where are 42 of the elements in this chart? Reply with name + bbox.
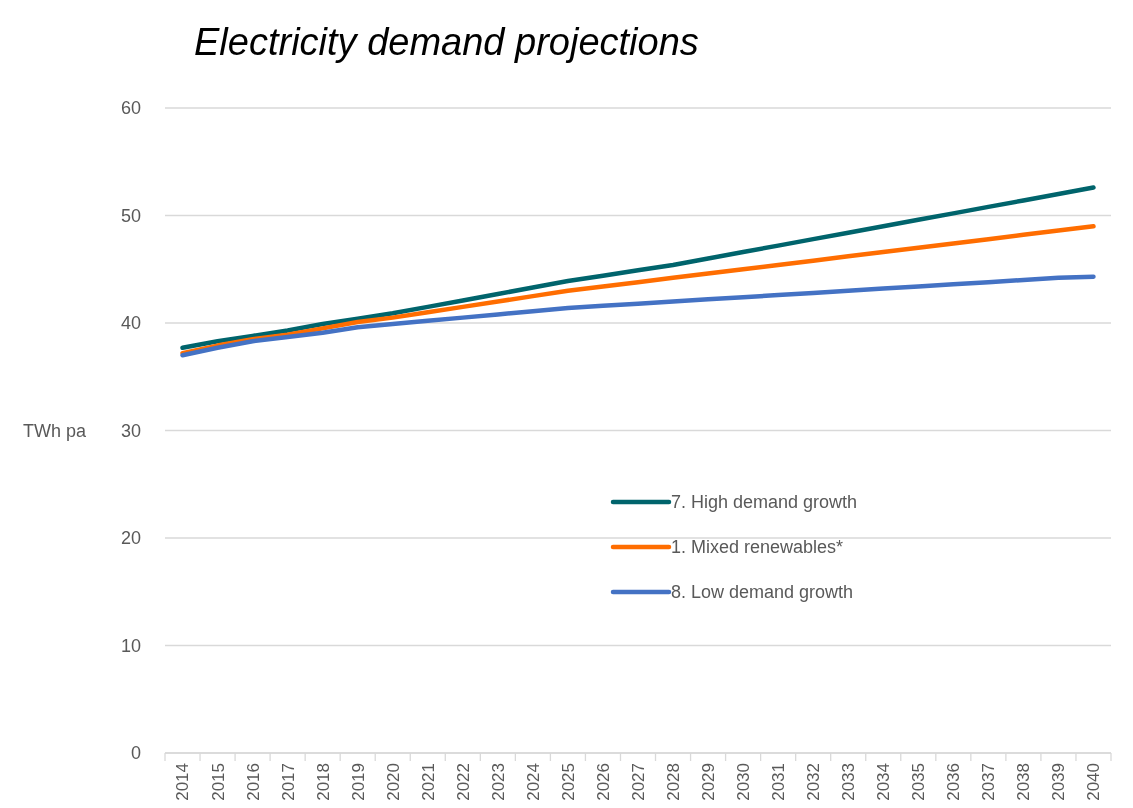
x-tick-label: 2018 xyxy=(313,763,333,801)
legend-label: 7. High demand growth xyxy=(671,492,858,513)
x-tick-label: 2033 xyxy=(839,763,859,801)
x-tick-label: 2036 xyxy=(944,763,964,801)
x-tick-label: 2023 xyxy=(488,763,508,801)
y-tick-label: 50 xyxy=(120,205,141,226)
x-tick-label: 2014 xyxy=(173,763,193,801)
x-tick-label: 2038 xyxy=(1014,763,1034,801)
x-tick-label: 2037 xyxy=(979,763,999,801)
y-axis-title: TWh pa xyxy=(23,420,88,441)
x-tick-label: 2021 xyxy=(418,763,438,801)
y-tick-label: 30 xyxy=(120,420,141,441)
legend-label: 8. Low demand growth xyxy=(671,582,854,603)
x-tick-label: 2025 xyxy=(558,763,578,801)
y-tick-label: 10 xyxy=(120,635,141,656)
x-tick-label: 2039 xyxy=(1049,763,1069,801)
y-tick-label: 0 xyxy=(130,743,141,764)
line-series xyxy=(180,274,1096,358)
y-tick-label: 40 xyxy=(120,313,141,334)
x-tick-label: 2017 xyxy=(278,763,298,801)
x-tick-label: 2028 xyxy=(663,763,683,801)
y-tick-label: 60 xyxy=(120,98,141,119)
x-tick-label: 2016 xyxy=(243,763,263,801)
x-tick-label: 2022 xyxy=(453,763,473,801)
x-tick-label: 2032 xyxy=(804,763,824,801)
x-tick-label: 2024 xyxy=(523,763,543,801)
line-series xyxy=(180,185,1096,350)
x-tick-label: 2030 xyxy=(734,763,754,801)
x-tick-label: 2019 xyxy=(348,763,368,801)
x-tick-label: 2020 xyxy=(383,763,403,801)
x-tick-label: 2031 xyxy=(769,763,789,801)
x-tick-label: 2026 xyxy=(593,763,613,801)
x-tick-label: 2034 xyxy=(874,763,894,801)
x-tick-label: 2040 xyxy=(1084,763,1104,801)
chart-title: Electricity demand projections xyxy=(194,21,699,63)
y-tick-label: 20 xyxy=(120,528,141,549)
x-tick-label: 2035 xyxy=(909,763,929,801)
x-tick-label: 2015 xyxy=(208,763,228,801)
line-series xyxy=(180,224,1096,356)
legend-label: 1. Mixed renewables* xyxy=(671,537,844,558)
x-tick-label: 2027 xyxy=(628,763,648,801)
x-tick-label: 2029 xyxy=(699,763,719,801)
